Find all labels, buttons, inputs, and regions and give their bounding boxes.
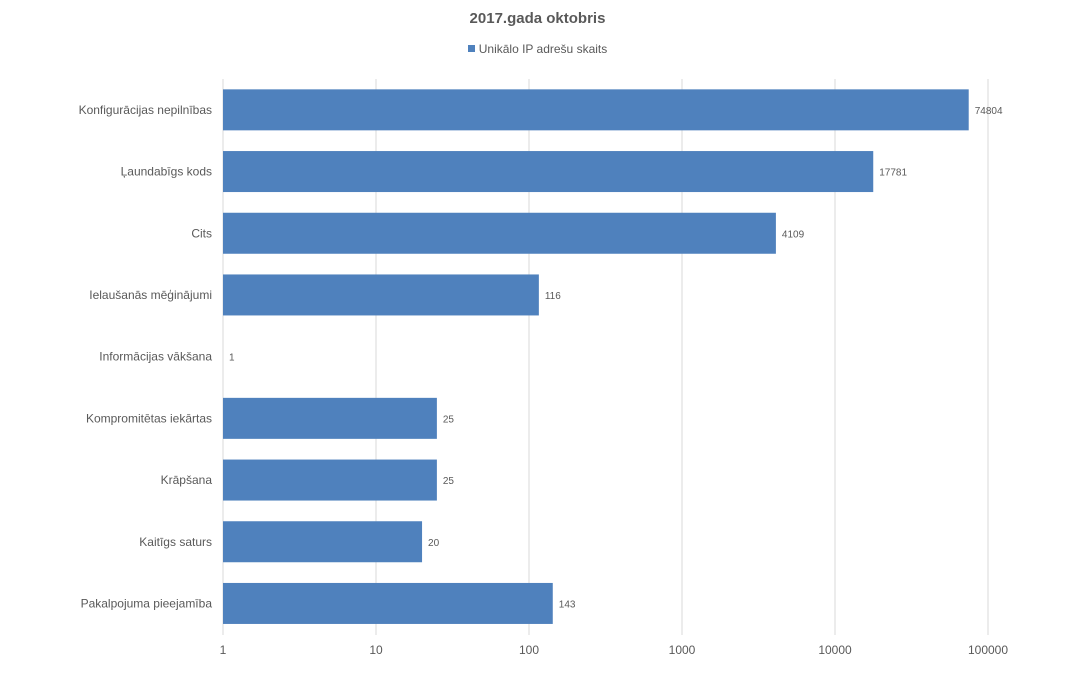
data-label: 4109 (782, 229, 805, 240)
category-label: Informācijas vākšana (99, 350, 212, 364)
bar (223, 582, 553, 624)
x-tick-label: 100 (519, 643, 539, 657)
bar (223, 397, 437, 439)
category-label: Pakalpojuma pieejamība (81, 596, 213, 610)
bar (223, 212, 776, 254)
category-label: Cits (191, 226, 212, 240)
x-tick-label: 1 (220, 643, 227, 657)
data-label: 1 (229, 353, 235, 364)
category-label: Ielaušanās mēģinājumi (89, 288, 212, 302)
category-label: Krāpšana (161, 473, 213, 487)
x-tick-label: 10 (369, 643, 383, 657)
category-label: Kompromitētas iekārtas (86, 411, 212, 425)
data-label: 25 (443, 414, 455, 425)
x-tick-label: 10000 (818, 643, 852, 657)
legend-label: Unikālo IP adrešu skaits (478, 42, 608, 56)
data-label: 20 (428, 538, 440, 549)
x-tick-label: 100000 (968, 643, 1008, 657)
data-label: 17781 (879, 168, 907, 179)
data-label: 25 (443, 476, 455, 487)
bar (223, 521, 423, 563)
category-label: Konfigurācijas nepilnības (79, 103, 212, 117)
data-label: 116 (545, 291, 561, 302)
bar (223, 151, 874, 193)
bar (223, 459, 437, 501)
chart-title: 2017.gada oktobris (469, 10, 606, 27)
data-label: 143 (559, 599, 576, 610)
data-label: 74804 (975, 106, 1003, 117)
chart-legend: Unikālo IP adrešu skaits (0, 42, 1075, 56)
bar (223, 274, 539, 316)
category-label: Kaitīgs saturs (139, 535, 212, 549)
category-label: Ļaundabīgs kods (121, 165, 212, 179)
x-tick-label: 1000 (669, 643, 696, 657)
bar (223, 89, 969, 131)
legend-swatch (467, 45, 475, 52)
